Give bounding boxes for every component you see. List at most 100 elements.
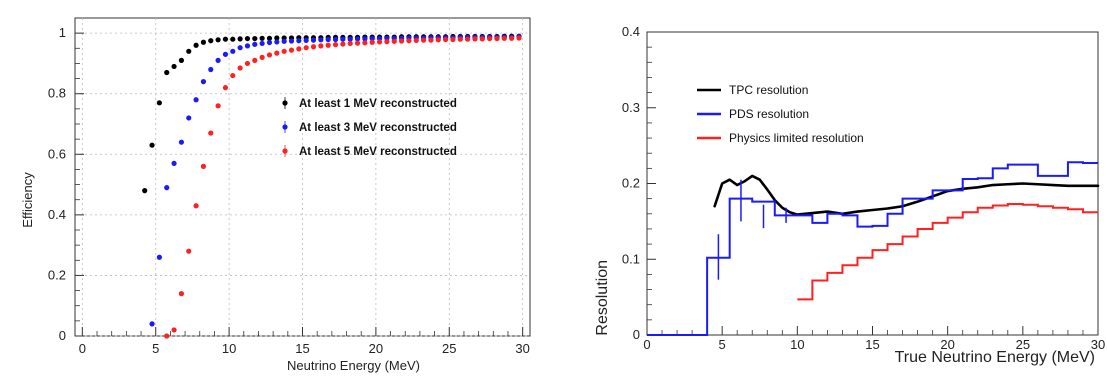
left-data-point	[164, 69, 170, 76]
left-data-point	[281, 38, 287, 44]
left-data-point	[266, 52, 273, 58]
right-x-tick-label: 30	[1091, 337, 1105, 352]
right-x-tick-label: 5	[719, 337, 726, 352]
left-data-point	[310, 44, 317, 50]
left-data-point	[259, 35, 265, 41]
left-data-point	[193, 42, 199, 48]
left-data-point	[252, 57, 258, 64]
left-data-point	[288, 38, 295, 44]
right-ticks: 0 5 10 15 20 25 30 0 0.1 0.2 0.3 0.4	[622, 24, 1105, 352]
left-data-point	[149, 142, 155, 148]
left-data-point	[252, 41, 258, 47]
left-x-tick-label: 30	[515, 341, 529, 356]
left-data-point	[325, 42, 331, 48]
left-grid	[75, 18, 530, 337]
left-data-point	[310, 37, 317, 43]
left-data-point	[501, 35, 507, 41]
left-data-point	[149, 321, 155, 327]
left-data-point	[318, 43, 324, 49]
left-data-point	[509, 35, 515, 41]
left-data-point	[479, 36, 485, 42]
left-data-point	[443, 36, 449, 43]
left-data-points	[142, 33, 522, 339]
left-data-point	[237, 36, 243, 42]
left-data-point	[472, 36, 478, 42]
left-x-tick-label: 15	[295, 341, 309, 356]
left-data-point	[296, 46, 302, 52]
right-x-tick-label: 10	[790, 337, 804, 352]
left-data-point	[244, 60, 251, 67]
left-y-tick-label: 1	[59, 25, 66, 40]
right-step-series	[797, 202, 1098, 301]
right-legend: TPC resolution PDS resolution Physics limi…	[697, 83, 864, 145]
left-data-point	[266, 39, 273, 46]
right-y-tick-label: 0	[633, 327, 640, 342]
left-data-point	[178, 291, 185, 297]
left-data-point	[428, 37, 434, 43]
left-data-point	[413, 37, 419, 44]
left-data-point	[332, 36, 339, 43]
left-data-point	[354, 36, 361, 42]
left-data-point	[465, 36, 471, 42]
right-x-tick-label: 20	[940, 337, 954, 352]
left-data-point	[325, 36, 331, 43]
left-data-point	[259, 54, 265, 60]
left-data-point	[369, 35, 375, 42]
right-y-tick-label: 0.3	[622, 100, 640, 115]
left-data-point	[222, 36, 229, 42]
left-y-axis-title: Efficiency	[20, 172, 35, 228]
right-y-tick-label: 0.4	[622, 24, 640, 39]
right-x-tick-label: 15	[865, 337, 879, 352]
left-data-point	[376, 39, 383, 45]
left-data-point	[193, 203, 199, 209]
right-x-axis-title: True Neutrino Energy (MeV)	[895, 349, 1095, 366]
left-data-point	[332, 42, 339, 48]
left-data-point	[391, 38, 397, 44]
right-y-tick-label: 0.2	[622, 176, 640, 191]
left-data-point	[406, 38, 412, 44]
right-x-tick-label: 0	[643, 337, 650, 352]
left-data-point	[156, 100, 162, 106]
left-x-tick-label: 20	[369, 341, 383, 356]
left-legend-label: At least 5 MeV reconstructed	[299, 146, 457, 158]
right-legend-label: TPC resolution	[729, 83, 808, 97]
left-x-axis-title: Neutrino Energy (MeV)	[287, 358, 420, 373]
left-legend-label: At least 1 MeV reconstructed	[299, 98, 457, 110]
left-data-point	[142, 188, 148, 194]
left-data-point	[384, 39, 390, 45]
left-data-point	[494, 35, 500, 42]
left-y-tick-label: 0.6	[48, 146, 66, 161]
left-data-point	[208, 38, 214, 44]
left-data-point	[266, 35, 273, 41]
left-data-point	[186, 48, 192, 54]
left-data-point	[303, 45, 309, 51]
left-data-point	[457, 36, 463, 42]
left-data-point	[215, 57, 221, 64]
left-data-point	[347, 36, 353, 42]
left-data-point	[200, 163, 207, 169]
left-y-tick-label: 0.8	[48, 86, 66, 101]
left-data-point	[171, 160, 177, 166]
left-data-point	[362, 36, 368, 42]
left-data-point	[171, 327, 177, 333]
left-data-point	[398, 38, 405, 44]
left-data-point	[178, 139, 185, 145]
right-line-series	[713, 174, 1100, 216]
left-data-point	[164, 333, 170, 339]
left-x-tick-label: 10	[222, 341, 236, 356]
left-data-point	[222, 51, 229, 57]
left-data-point	[318, 37, 324, 43]
left-data-point	[230, 48, 236, 54]
right-y-axis-title: Resolution	[594, 260, 611, 336]
left-data-point	[252, 35, 258, 42]
left-data-point	[156, 254, 162, 260]
left-legend-label: At least 3 MeV reconstructed	[299, 122, 457, 134]
left-data-point	[435, 37, 441, 43]
left-data-point	[274, 50, 280, 56]
left-data-point	[244, 35, 251, 42]
left-data-point	[347, 40, 353, 47]
left-data-point	[178, 57, 185, 64]
left-x-tick-label: 25	[442, 341, 456, 356]
left-data-point	[237, 65, 243, 71]
right-y-tick-label: 0.1	[622, 251, 640, 266]
